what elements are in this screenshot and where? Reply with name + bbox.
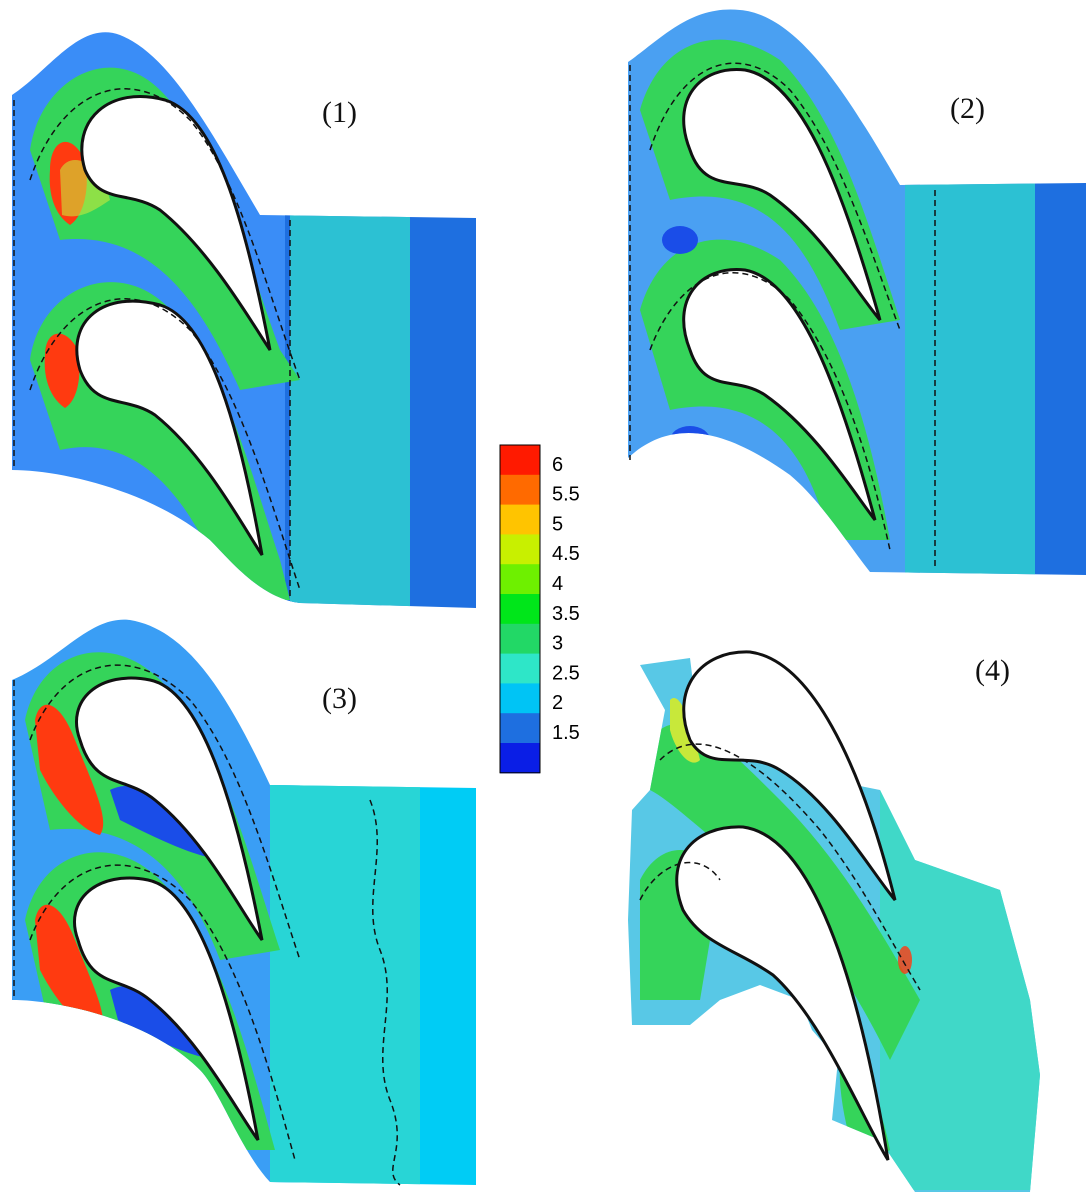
colorbar-level-label: 2.5	[552, 662, 580, 684]
panel-2-blade-upper	[682, 68, 882, 321]
colorbar-swatch	[500, 445, 540, 476]
panel-3-contour-a	[29, 664, 301, 961]
colorbar-level-label: 3.5	[552, 603, 580, 625]
panel-4-contour-b	[639, 861, 721, 901]
colorbar-swatch	[500, 623, 540, 655]
colorbar-swatch	[500, 713, 540, 744]
panel-3-hotspot-upper	[35, 704, 104, 835]
panel-1-blade-lower	[75, 299, 264, 556]
panel-3-blade-lower	[73, 876, 260, 1141]
panel-2-outlet-stripe	[905, 180, 1035, 575]
panel-1: (1)	[12, 32, 476, 609]
panel-1-hotspot-lower	[44, 333, 80, 408]
panel-4-yellow-streak	[670, 698, 700, 763]
colorbar-level-label: 2	[552, 692, 563, 714]
colorbar-swatch	[500, 534, 540, 565]
panel-4-blade-lower	[675, 825, 890, 1161]
panel-4-label: (4)	[975, 654, 1010, 687]
panel-1-outlet-stripe	[290, 210, 410, 609]
colorbar: 6 5.5 5 4.5 4 3.5 3 2.5 2 1.5	[499, 444, 580, 774]
colorbar-swatch	[500, 594, 540, 625]
colorbar-level-label: 1.5	[552, 722, 580, 744]
panel-2-contour-a	[649, 62, 901, 331]
panel-2-contour-b	[649, 272, 891, 551]
colorbar-level-label: 4.5	[552, 543, 580, 565]
panel-2-low-spot-upper	[662, 226, 698, 254]
panel-3-label: (3)	[322, 682, 357, 715]
colorbar-swatch	[500, 653, 540, 684]
panel-2-label: (2)	[950, 92, 985, 125]
panel-3-blade-upper	[75, 676, 264, 941]
panel-3-contour-b	[29, 864, 296, 1161]
panel-1-contour-b	[29, 298, 301, 591]
panel-4: (4)	[628, 650, 1040, 1192]
colorbar-level-label: 5	[552, 513, 563, 535]
colorbar-level-label: 6	[552, 454, 563, 476]
panel-4-hot-spot	[898, 946, 912, 974]
panel-1-blade-upper	[80, 95, 272, 351]
panel-1-contour-a	[29, 88, 301, 381]
panel-4-contour-a	[659, 743, 921, 991]
colorbar-swatch	[500, 683, 540, 714]
colorbar-level-label: 5.5	[552, 484, 580, 506]
colorbar-level-label: 3	[552, 633, 563, 655]
colorbar-frame	[499, 444, 541, 774]
colorbar-swatch	[500, 504, 540, 535]
panel-3-contour-c	[369, 799, 401, 1186]
panel-2-blade-lower	[682, 268, 877, 521]
panel-2-low-spot-lower	[670, 426, 710, 454]
panel-2: (2)	[628, 9, 1086, 575]
panel-1-label: (1)	[322, 96, 357, 129]
colorbar-swatch	[500, 474, 540, 506]
panel-3: (3)	[12, 619, 476, 1186]
colorbar-swatch	[500, 743, 540, 774]
panel-4-blade-upper	[682, 650, 897, 901]
panel-3-hotspot-lower	[35, 904, 104, 1035]
colorbar-level-label: 4	[552, 573, 563, 595]
colorbar-swatch	[500, 564, 540, 595]
